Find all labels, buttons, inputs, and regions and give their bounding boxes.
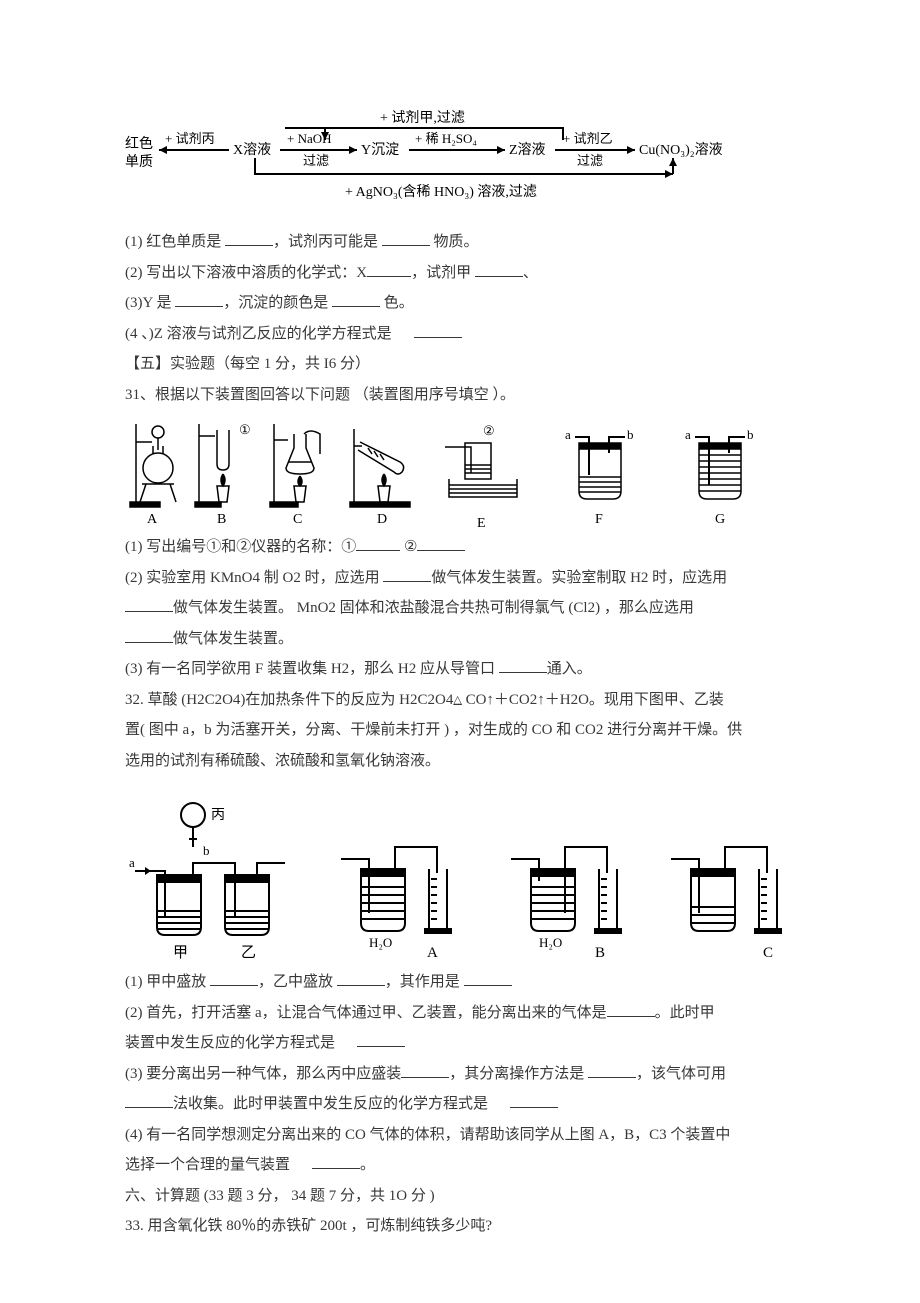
- svg-text:Y沉淀: Y沉淀: [361, 142, 399, 158]
- svg-text:过滤: 过滤: [577, 153, 603, 168]
- q32-7: 选择一个合理的量气装置。: [125, 1151, 810, 1180]
- svg-text:a: a: [685, 427, 691, 442]
- svg-text:X溶液: X溶液: [233, 142, 271, 158]
- svg-text:Cu(NO₃)₂溶液: Cu(NO₃)₂溶液: [639, 142, 723, 158]
- svg-text:A: A: [427, 945, 438, 961]
- svg-text:+ 试剂乙: + 试剂乙: [563, 131, 613, 146]
- svg-text:b: b: [747, 427, 754, 442]
- q30-4: (4 、)Z 溶液与试剂乙反应的化学方程式是: [125, 320, 810, 349]
- svg-text:+ NaOH: + NaOH: [287, 131, 332, 146]
- q32-3: 装置中发生反应的化学方程式是: [125, 1029, 810, 1058]
- svg-text:过滤: 过滤: [303, 153, 329, 168]
- svg-text:+ 试剂丙: + 试剂丙: [165, 131, 215, 146]
- svg-text:F: F: [595, 512, 603, 527]
- svg-text:C: C: [293, 512, 302, 527]
- svg-text:甲: 甲: [173, 945, 188, 961]
- svg-text:乙: 乙: [241, 945, 256, 961]
- q32-intro-1: 32. 草酸 (H2C2O4)在加热条件下的反应为 H2C2O4△ CO↑＋CO…: [125, 686, 810, 715]
- q32-2: (2) 首先，打开活塞 a，让混合气体通过甲、乙装置，能分离出来的气体是。此时甲: [125, 999, 810, 1028]
- svg-text:H₂O: H₂O: [539, 935, 562, 950]
- q30-1: (1) 红色单质是 ，试剂丙可能是 物质。: [125, 228, 810, 257]
- apparatus-diagram-row: ①: [125, 419, 810, 529]
- svg-text:a: a: [129, 855, 135, 870]
- svg-text:C: C: [763, 945, 773, 961]
- svg-text:b: b: [627, 427, 634, 442]
- q30-3: (3)Y 是 ，沉淀的颜色是 色。: [125, 289, 810, 318]
- section6-title: 六、计算题 (33 题 3 分， 34 题 7 分，共 1O 分 ): [125, 1182, 810, 1211]
- reaction-flow-diagram: + 试剂甲,过滤 红色 单质 + 试剂丙 X溶液 + NaOH 过滤 Y沉淀 +…: [125, 110, 810, 208]
- svg-text:b: b: [203, 843, 210, 858]
- q31-1: (1) 写出编号①和②仪器的名称：① ②: [125, 533, 810, 562]
- q31-intro: 31、根据以下装置图回答以下问题 （装置图用序号填空 ）。: [125, 381, 810, 410]
- q32-4: (3) 要分离出另一种气体，那么丙中应盛装，其分离操作方法是 ，该气体可用: [125, 1060, 810, 1089]
- svg-text:B: B: [217, 512, 226, 527]
- q31-4: 做气体发生装置。: [125, 625, 810, 654]
- svg-text:+ AgNO₃(含稀 HNO₃) 溶液,过滤: + AgNO₃(含稀 HNO₃) 溶液,过滤: [345, 184, 537, 200]
- svg-text:G: G: [715, 512, 725, 527]
- q31-5: (3) 有一名同学欲用 F 装置收集 H2，那么 H2 应从导管口 通入。: [125, 655, 810, 684]
- bottle-diagram-row: a 丙 b: [125, 789, 810, 964]
- q31-3: 做气体发生装置。 MnO2 固体和浓盐酸混合共热可制得氯气 (Cl2) ，那么应…: [125, 594, 810, 623]
- svg-text:单质: 单质: [125, 154, 153, 170]
- q32-6: (4) 有一名同学想测定分离出来的 CO 气体的体积，请帮助该同学从上图 A，B…: [125, 1121, 810, 1150]
- q32-intro-3: 选用的试剂有稀硫酸、浓硫酸和氢氧化钠溶液。: [125, 747, 810, 776]
- svg-text:E: E: [477, 516, 486, 529]
- q32-intro-2: 置( 图中 a，b 为活塞开关，分离、干燥前未打开 ) ，对生成的 CO 和 C…: [125, 716, 810, 745]
- svg-text:B: B: [595, 945, 605, 961]
- svg-text:H₂O: H₂O: [369, 935, 392, 950]
- q31-2: (2) 实验室用 KMnO4 制 O2 时，应选用 做气体发生装置。实验室制取 …: [125, 564, 810, 593]
- svg-text:a: a: [565, 427, 571, 442]
- svg-text:红色: 红色: [125, 135, 153, 152]
- svg-text:A: A: [147, 512, 158, 527]
- svg-text:①: ①: [239, 422, 251, 437]
- svg-text:丙: 丙: [211, 808, 225, 823]
- q30-2: (2) 写出以下溶液中溶质的化学式：X，试剂甲 、: [125, 259, 810, 288]
- svg-text:+ 稀 H₂SO₄: + 稀 H₂SO₄: [415, 131, 477, 146]
- q32-1: (1) 甲中盛放 ，乙中盛放 ，其作用是: [125, 968, 810, 997]
- q33: 33. 用含氧化铁 80％的赤铁矿 200t ，可炼制纯铁多少吨?: [125, 1212, 810, 1241]
- q32-5: 法收集。此时甲装置中发生反应的化学方程式是: [125, 1090, 810, 1119]
- svg-text:②: ②: [483, 423, 495, 438]
- flow-top-label: + 试剂甲,过滤: [380, 110, 465, 126]
- svg-text:D: D: [377, 512, 387, 527]
- section5-title: 【五】实验题（每空 1 分，共 I6 分）: [125, 350, 810, 379]
- svg-text:Z溶液: Z溶液: [509, 142, 546, 158]
